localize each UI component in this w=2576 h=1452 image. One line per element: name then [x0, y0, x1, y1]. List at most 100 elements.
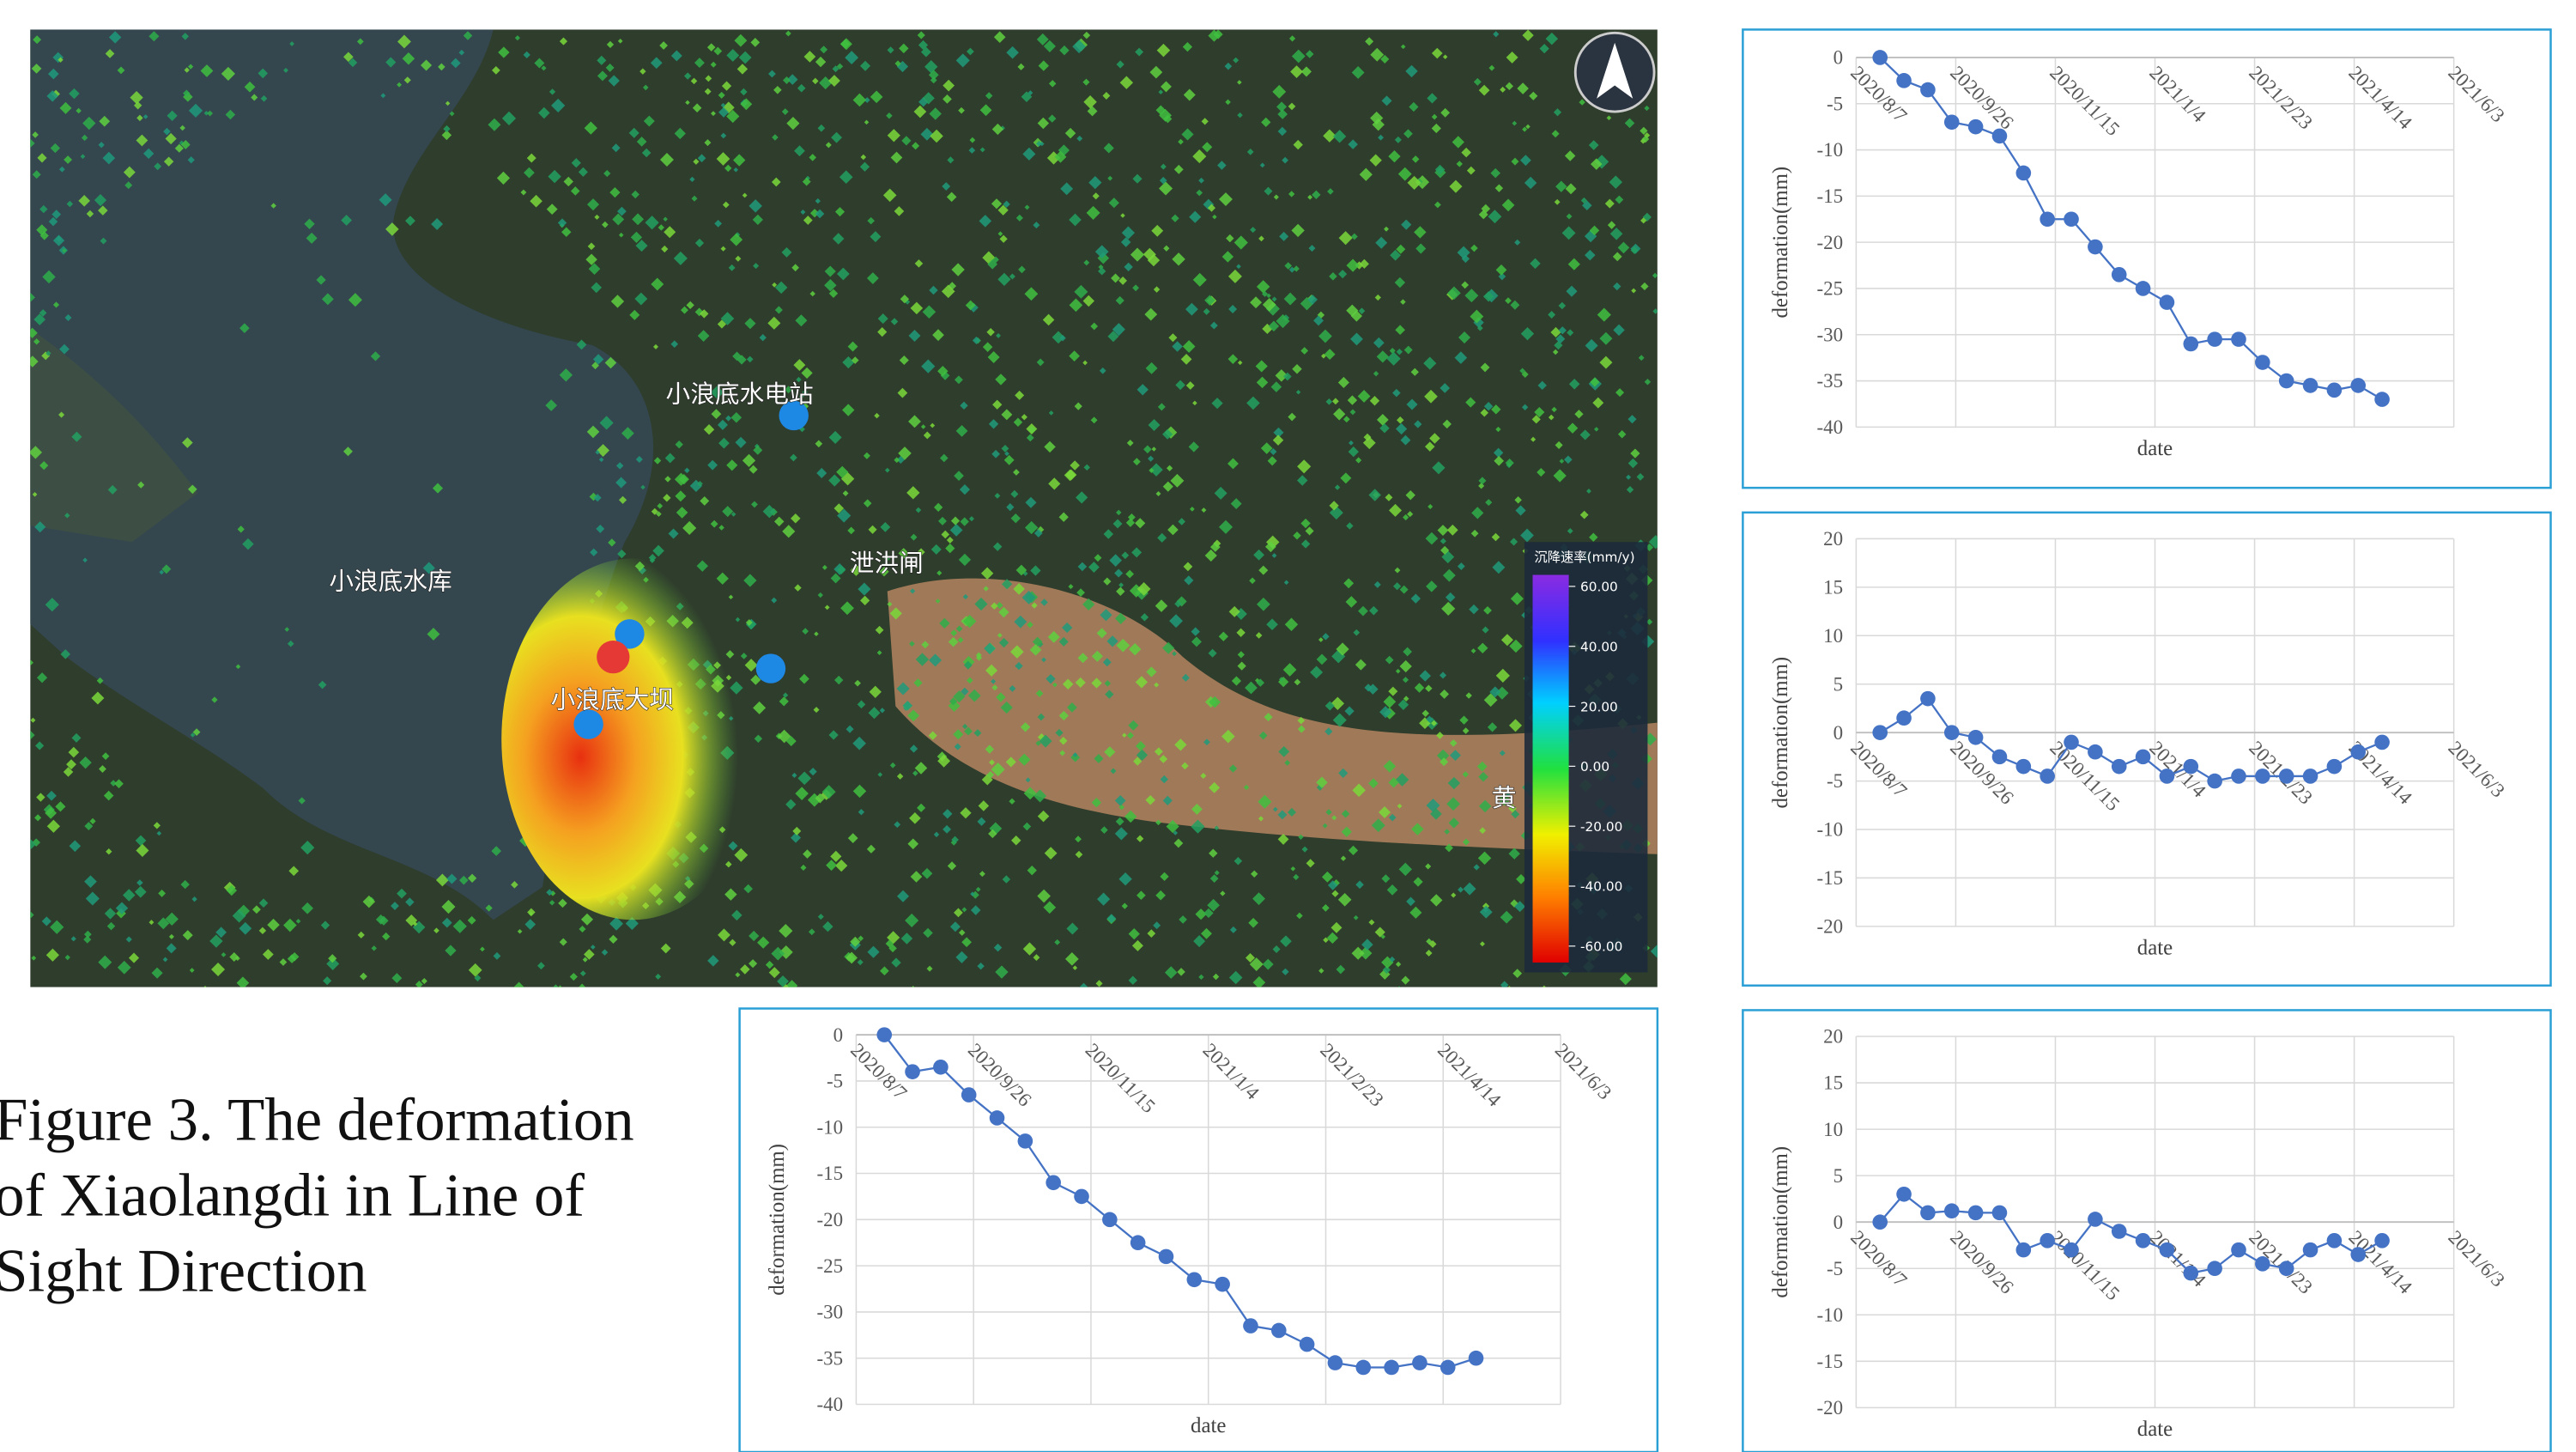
legend-tick-label: 20.00: [1580, 699, 1618, 714]
x-axis-title: date: [1191, 1414, 1226, 1437]
map: 小浪底水电站 小浪底水库 泄洪闸 小浪底大坝 黄 沉降速率(mm/y) 60.0…: [27, 29, 1664, 999]
data-point: [1944, 725, 1960, 740]
map-label: 小浪底水电站: [666, 380, 814, 409]
y-tick-label: 10: [1823, 625, 1843, 647]
y-tick-label: -15: [1816, 1351, 1843, 1372]
data-point: [2350, 1247, 2366, 1262]
caption: Figure 3. The deformation of Xiaolangdi …: [0, 1087, 634, 1305]
y-tick-label: 5: [1834, 1165, 1843, 1187]
data-point: [2136, 750, 2151, 765]
legend-tick-label: 60.00: [1580, 580, 1618, 595]
data-point: [2160, 295, 2175, 310]
data-point: [2088, 240, 2103, 255]
y-tick-label: -15: [817, 1163, 844, 1184]
data-point: [2374, 1233, 2390, 1248]
data-point: [933, 1060, 949, 1075]
data-point: [2374, 392, 2390, 407]
data-point: [1440, 1360, 1456, 1376]
data-point: [2231, 769, 2246, 784]
chart-frame: [1743, 29, 2550, 488]
y-tick-label: 10: [1823, 1119, 1843, 1140]
data-point: [1944, 114, 1960, 130]
data-point: [1968, 1206, 1984, 1221]
data-point: [2231, 1242, 2246, 1258]
map-label: 黄: [1492, 783, 1517, 812]
data-point: [961, 1087, 977, 1103]
data-point: [2327, 383, 2343, 398]
data-point: [2207, 774, 2222, 789]
y-tick-label: 0: [1834, 722, 1843, 744]
speckle-dot: [1392, 986, 1405, 999]
y-axis-title: deformation(mm): [1769, 657, 1792, 809]
data-point: [1243, 1318, 1258, 1334]
data-point: [2207, 1261, 2222, 1276]
data-point: [1300, 1337, 1315, 1352]
y-tick-label: -5: [827, 1071, 843, 1092]
data-point: [2016, 166, 2032, 181]
legend-title: 沉降速率(mm/y): [1534, 550, 1634, 565]
y-tick-label: -40: [817, 1394, 844, 1415]
page: {"caption": ["Figure 3. The deformation"…: [0, 0, 2576, 1452]
y-tick-label: -15: [1816, 867, 1843, 889]
y-tick-label: -10: [1816, 1304, 1843, 1326]
data-point: [2374, 735, 2390, 750]
x-axis-title: date: [2137, 437, 2173, 460]
data-point: [2040, 769, 2055, 784]
data-point: [2183, 337, 2198, 352]
data-point: [1872, 725, 1888, 740]
y-tick-label: 0: [1834, 1212, 1843, 1233]
data-point: [2350, 378, 2366, 393]
data-point: [1944, 1203, 1960, 1218]
y-tick-label: -15: [1816, 185, 1843, 207]
data-point: [1968, 730, 1984, 745]
data-point: [2255, 1256, 2270, 1272]
data-point: [2279, 1261, 2294, 1276]
data-point: [1896, 73, 1912, 88]
data-point: [2255, 769, 2270, 784]
data-point: [2183, 759, 2198, 775]
legend-tick-label: -40.00: [1580, 879, 1622, 895]
y-tick-label: -20: [1816, 916, 1843, 938]
data-point: [1920, 1206, 1936, 1221]
map-label: 小浪底水库: [329, 567, 452, 596]
legend-tick-label: 40.00: [1580, 639, 1618, 654]
data-point: [2279, 374, 2294, 389]
y-axis-title: deformation(mm): [1769, 1146, 1792, 1298]
legend-tick-label: -60.00: [1580, 939, 1622, 955]
data-point: [1046, 1175, 1061, 1190]
data-point: [1187, 1272, 1203, 1287]
data-point: [2350, 744, 2366, 760]
legend-tick-label: -20.00: [1580, 819, 1622, 835]
data-point: [2303, 769, 2318, 784]
map-label: 小浪底大坝: [551, 684, 674, 714]
data-point: [2136, 1233, 2151, 1248]
data-point: [2255, 355, 2270, 370]
data-point: [2279, 769, 2294, 784]
y-tick-label: -25: [817, 1255, 844, 1277]
data-point: [2016, 1242, 2032, 1258]
data-point: [1271, 1323, 1287, 1339]
data-point: [1130, 1235, 1146, 1250]
data-point: [2231, 331, 2246, 347]
legend-tick-label: 0.00: [1580, 759, 1609, 775]
data-point: [2112, 1224, 2127, 1239]
y-tick-label: 20: [1823, 1026, 1843, 1048]
data-point: [1896, 1187, 1912, 1202]
data-point: [2040, 1233, 2055, 1248]
data-point: [2088, 744, 2103, 760]
y-tick-label: -5: [1827, 93, 1843, 114]
y-tick-label: -20: [817, 1209, 844, 1230]
dam-deformation: [501, 558, 764, 920]
y-axis-title: deformation(mm): [1769, 167, 1792, 319]
y-tick-label: -20: [1816, 232, 1843, 253]
data-point: [1384, 1360, 1399, 1376]
y-tick-label: -40: [1816, 416, 1843, 438]
y-tick-label: -10: [1816, 139, 1843, 161]
y-tick-label: 15: [1823, 1072, 1843, 1094]
data-point: [1872, 50, 1888, 65]
data-point: [1469, 1351, 1484, 1366]
chart: 0-5-10-15-20-25-30-35-402020/8/72020/9/2…: [1743, 29, 2550, 488]
data-point: [990, 1110, 1005, 1126]
y-tick-label: -30: [1816, 324, 1843, 345]
legend-colorbar: [1533, 575, 1569, 963]
